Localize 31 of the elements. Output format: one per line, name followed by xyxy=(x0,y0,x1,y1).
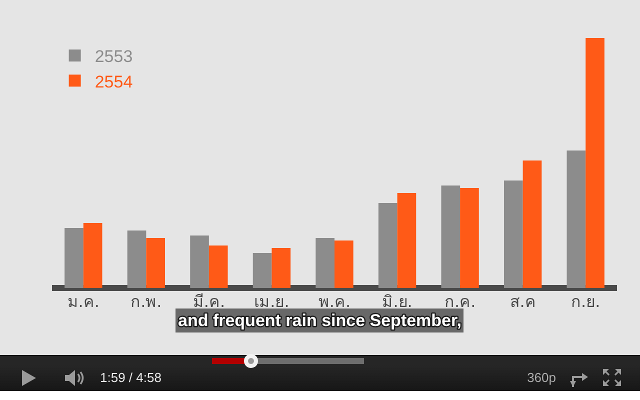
text: and frequent rain since September, xyxy=(178,311,462,330)
x-tick-label: เม.ย. xyxy=(254,292,290,311)
x-tick-label: ก.พ. xyxy=(130,292,162,311)
bar xyxy=(127,230,146,288)
bar xyxy=(522,160,542,288)
bar xyxy=(252,253,272,288)
bar xyxy=(378,203,398,288)
bar xyxy=(64,228,84,288)
bar xyxy=(397,193,416,288)
bar xyxy=(146,238,165,288)
bar xyxy=(272,248,291,288)
video-control-bar: 1:59 / 4:58 360p xyxy=(0,355,640,391)
legend-label: 2554 xyxy=(94,72,133,92)
x-tick-label: ม.ค. xyxy=(67,292,100,311)
bar xyxy=(566,150,586,288)
bar xyxy=(460,188,479,288)
bar xyxy=(190,236,209,288)
x-tick-label: ส.ค xyxy=(510,292,536,311)
x-tick-label: ก.ค. xyxy=(444,292,476,311)
bar xyxy=(83,223,102,288)
bar xyxy=(208,246,228,288)
x-tick-label: มิ.ย. xyxy=(382,292,412,311)
bar xyxy=(441,186,460,288)
legend-label: 2553 xyxy=(94,47,133,66)
x-tick-label: พ.ค. xyxy=(318,292,351,311)
bar xyxy=(504,180,523,288)
bar xyxy=(316,238,334,288)
bar xyxy=(586,38,604,288)
x-tick-label: ก.ย. xyxy=(571,292,600,311)
bar xyxy=(334,240,354,288)
x-tick-label: มี.ค. xyxy=(192,292,226,311)
